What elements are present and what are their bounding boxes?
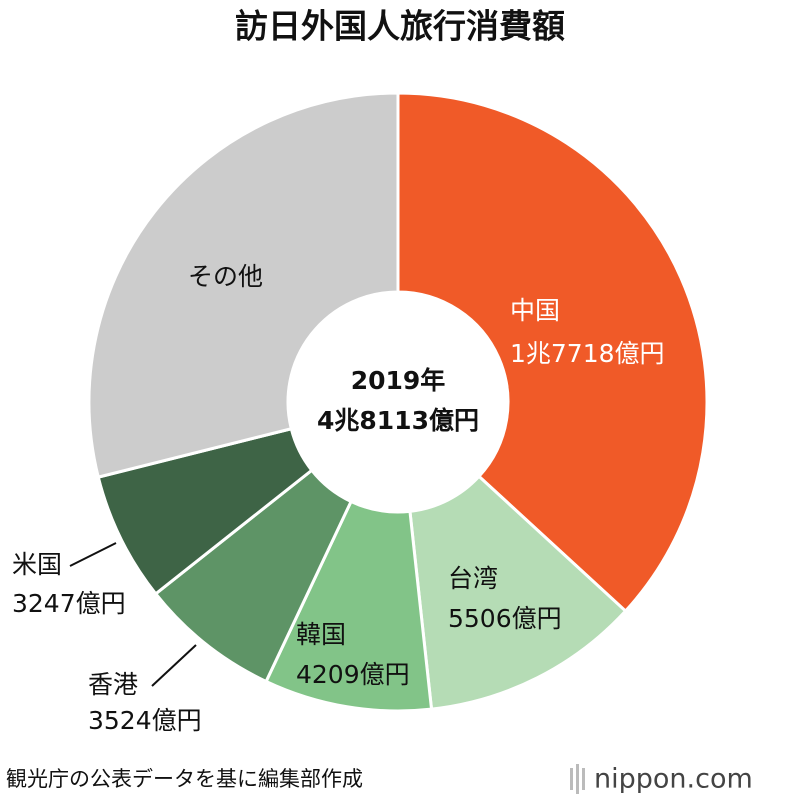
- pie-slice: [264, 499, 434, 713]
- brand-name: nippon.com: [594, 764, 753, 795]
- value-label: 1兆7718億円: [510, 339, 665, 368]
- slice-label: 中国: [510, 296, 560, 325]
- leader-line: [151, 644, 197, 687]
- pie-slice: [87, 91, 400, 479]
- leader-line: [69, 542, 117, 567]
- slice-label: 韓国: [296, 620, 346, 649]
- pie-slice: [396, 91, 709, 614]
- slice-label: 米国: [12, 550, 62, 579]
- brand-mark: [570, 764, 585, 794]
- value-label: 5506億円: [448, 604, 562, 633]
- value-label: 4209億円: [296, 660, 410, 689]
- slice-label: 台湾: [448, 564, 498, 593]
- value-label: 3524億円: [88, 706, 202, 735]
- chart-title: 訪日外国人旅行消費額: [235, 7, 565, 46]
- center-label: 4兆8113億円: [317, 406, 479, 435]
- center-label: 2019年: [351, 366, 446, 395]
- slice-label: 香港: [88, 670, 138, 699]
- source-note: 観光庁の公表データを基に編集部作成: [6, 767, 363, 791]
- pie-slice: [408, 474, 628, 711]
- slice-label: その他: [188, 262, 263, 291]
- value-label: 3247億円: [12, 589, 126, 618]
